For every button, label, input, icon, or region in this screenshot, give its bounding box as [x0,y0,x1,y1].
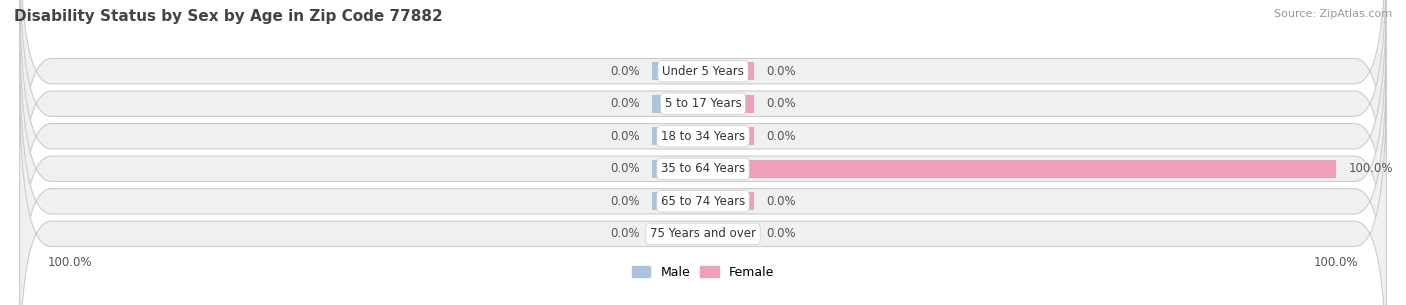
FancyBboxPatch shape [20,19,1386,305]
Text: 35 to 64 Years: 35 to 64 Years [661,162,745,175]
Bar [703,192,754,210]
Bar [652,192,703,210]
Bar [652,127,703,145]
Bar [652,95,703,113]
Text: 100.0%: 100.0% [1348,162,1393,175]
Bar [652,62,703,80]
Text: 0.0%: 0.0% [610,162,640,175]
FancyBboxPatch shape [20,51,1386,305]
Text: 0.0%: 0.0% [610,195,640,208]
FancyBboxPatch shape [20,0,1386,254]
Text: 5 to 17 Years: 5 to 17 Years [665,97,741,110]
Bar [703,62,754,80]
Text: Under 5 Years: Under 5 Years [662,65,744,78]
Text: 0.0%: 0.0% [766,130,796,143]
FancyBboxPatch shape [20,0,1386,286]
Text: 0.0%: 0.0% [610,227,640,240]
Legend: Male, Female: Male, Female [631,266,775,279]
Bar [703,225,754,243]
Bar [652,225,703,243]
Bar [703,95,754,113]
Text: Disability Status by Sex by Age in Zip Code 77882: Disability Status by Sex by Age in Zip C… [14,9,443,24]
Text: 0.0%: 0.0% [610,65,640,78]
Text: 75 Years and over: 75 Years and over [650,227,756,240]
Text: 0.0%: 0.0% [610,97,640,110]
Bar [703,127,754,145]
Text: 0.0%: 0.0% [766,97,796,110]
Text: 0.0%: 0.0% [766,195,796,208]
Text: 18 to 34 Years: 18 to 34 Years [661,130,745,143]
Text: Source: ZipAtlas.com: Source: ZipAtlas.com [1274,9,1392,19]
Bar [703,160,1336,178]
Text: 65 to 74 Years: 65 to 74 Years [661,195,745,208]
Bar [652,160,703,178]
Text: 0.0%: 0.0% [610,130,640,143]
FancyBboxPatch shape [20,0,1386,221]
FancyBboxPatch shape [20,84,1386,305]
Text: 0.0%: 0.0% [766,227,796,240]
Text: 0.0%: 0.0% [766,65,796,78]
